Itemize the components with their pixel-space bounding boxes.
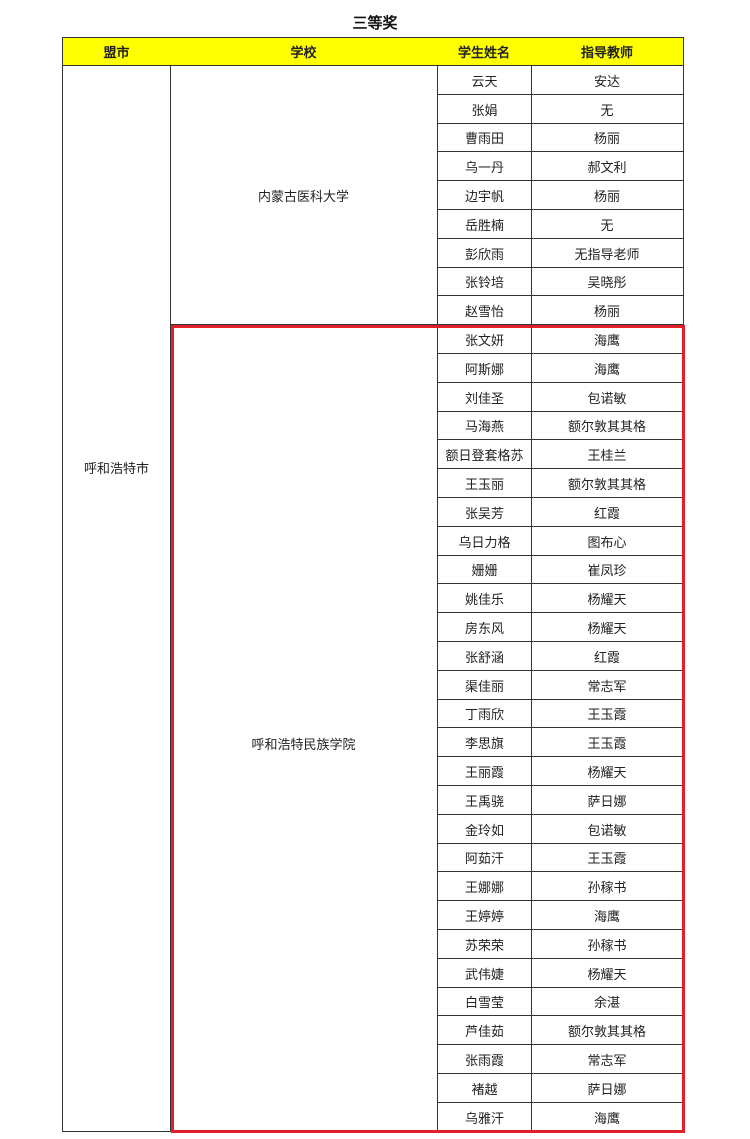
teacher-name: 额尔敦其其格: [531, 469, 684, 498]
teacher-name: 海鹰: [531, 1103, 684, 1132]
teacher-name: 杨丽: [531, 124, 684, 152]
student-name: 岳胜楠: [437, 210, 532, 239]
teacher-name: 红霞: [531, 642, 684, 671]
teacher-name: 红霞: [531, 498, 684, 527]
teacher-name: 崔凤珍: [531, 556, 684, 584]
student-name: 芦佳茹: [437, 1016, 532, 1045]
teacher-name: 额尔敦其其格: [531, 1016, 684, 1045]
student-name: 丁雨欣: [437, 700, 532, 728]
teacher-name: 包诺敏: [531, 383, 684, 412]
student-name: 阿茹汗: [437, 844, 532, 872]
student-name: 姚佳乐: [437, 584, 532, 613]
teacher-name: 常志军: [531, 1045, 684, 1074]
teacher-name: 孙稼书: [531, 930, 684, 959]
student-name: 张舒涵: [437, 642, 532, 671]
student-name: 张文妍: [437, 325, 532, 354]
student-name: 武伟婕: [437, 959, 532, 988]
city-name: 呼和浩特市: [62, 66, 171, 1132]
teacher-name: 杨耀天: [531, 757, 684, 786]
student-name: 云天: [437, 66, 532, 95]
teacher-name: 萨日娜: [531, 786, 684, 815]
teacher-name: 吴晓彤: [531, 268, 684, 296]
student-name: 王禹骁: [437, 786, 532, 815]
teacher-name: 杨耀天: [531, 613, 684, 642]
header-city: 盟市: [62, 37, 171, 66]
student-name: 张雨霞: [437, 1045, 532, 1074]
student-name: 马海燕: [437, 412, 532, 440]
student-name: 姗姗: [437, 556, 532, 584]
student-name: 张吴芳: [437, 498, 532, 527]
student-name: 曹雨田: [437, 124, 532, 152]
teacher-name: 海鹰: [531, 901, 684, 930]
teacher-name: 海鹰: [531, 354, 684, 383]
student-name: 张娟: [437, 95, 532, 124]
teacher-name: 无: [531, 95, 684, 124]
teacher-name: 额尔敦其其格: [531, 412, 684, 440]
student-name: 刘佳圣: [437, 383, 532, 412]
teacher-name: 王玉霞: [531, 844, 684, 872]
school-name: 内蒙古医科大学: [170, 66, 438, 325]
header-school: 学校: [170, 37, 438, 66]
page-title: 三等奖: [352, 14, 398, 32]
student-name: 房东风: [437, 613, 532, 642]
teacher-name: 图布心: [531, 527, 684, 556]
teacher-name: 杨丽: [531, 296, 684, 325]
teacher-name: 安达: [531, 66, 684, 95]
teacher-name: 海鹰: [531, 325, 684, 354]
teacher-name: 杨丽: [531, 181, 684, 210]
student-name: 张铃培: [437, 268, 532, 296]
student-name: 额日登套格苏: [437, 440, 532, 469]
teacher-name: 无指导老师: [531, 239, 684, 268]
student-name: 乌日力格: [437, 527, 532, 556]
student-name: 乌雅汗: [437, 1103, 532, 1132]
header-teacher: 指导教师: [531, 37, 684, 66]
student-name: 王玉丽: [437, 469, 532, 498]
student-name: 彭欣雨: [437, 239, 532, 268]
teacher-name: 杨耀天: [531, 584, 684, 613]
student-name: 赵雪怡: [437, 296, 532, 325]
student-name: 王丽霞: [437, 757, 532, 786]
teacher-name: 王玉霞: [531, 728, 684, 757]
teacher-name: 杨耀天: [531, 959, 684, 988]
teacher-name: 王桂兰: [531, 440, 684, 469]
student-name: 乌一丹: [437, 152, 532, 181]
student-name: 苏荣荣: [437, 930, 532, 959]
student-name: 白雪莹: [437, 988, 532, 1016]
teacher-name: 萨日娜: [531, 1074, 684, 1103]
student-name: 阿斯娜: [437, 354, 532, 383]
student-name: 边宇帆: [437, 181, 532, 210]
student-name: 金玲如: [437, 815, 532, 844]
teacher-name: 王玉霞: [531, 700, 684, 728]
student-name: 王娜娜: [437, 872, 532, 901]
student-name: 王婷婷: [437, 901, 532, 930]
teacher-name: 常志军: [531, 671, 684, 700]
teacher-name: 余湛: [531, 988, 684, 1016]
school-name: 呼和浩特民族学院: [170, 325, 438, 1132]
student-name: 李思旗: [437, 728, 532, 757]
teacher-name: 包诺敏: [531, 815, 684, 844]
teacher-name: 郝文利: [531, 152, 684, 181]
teacher-name: 孙稼书: [531, 872, 684, 901]
header-student-name: 学生姓名: [437, 37, 532, 66]
teacher-name: 无: [531, 210, 684, 239]
student-name: 渠佳丽: [437, 671, 532, 700]
student-name: 褚越: [437, 1074, 532, 1103]
